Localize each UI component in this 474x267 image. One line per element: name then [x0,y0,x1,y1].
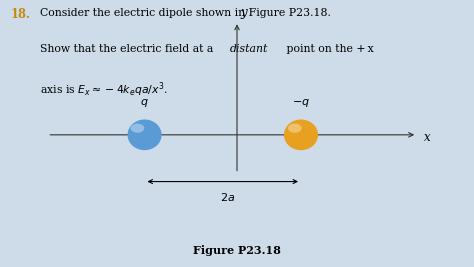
Text: Figure P23.18: Figure P23.18 [193,245,281,256]
Text: $2a$: $2a$ [220,191,235,203]
Text: distant: distant [229,44,268,54]
Text: y: y [241,6,247,19]
Text: axis is $\mathit{E}_{x}\approx-4k_{e}qa/x^{3}$.: axis is $\mathit{E}_{x}\approx-4k_{e}qa/… [40,80,168,99]
Ellipse shape [131,124,144,133]
Text: point on the + x: point on the + x [283,44,373,54]
Text: Show that the electric field at a: Show that the electric field at a [40,44,217,54]
Text: $q$: $q$ [140,97,149,109]
Ellipse shape [284,120,318,150]
Text: x: x [424,131,431,144]
Text: $-q$: $-q$ [292,97,310,109]
Ellipse shape [288,124,301,133]
Text: 18.: 18. [10,8,30,21]
Ellipse shape [128,120,162,150]
Text: Consider the electric dipole shown in Figure P23.18.: Consider the electric dipole shown in Fi… [40,8,331,18]
